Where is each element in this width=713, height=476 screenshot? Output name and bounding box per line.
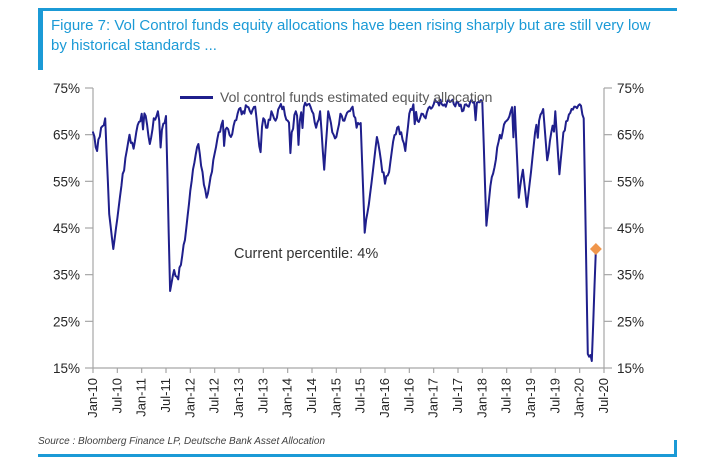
y-tick-label-left: 45% xyxy=(53,221,80,236)
x-tick-label: Jan-15 xyxy=(328,378,343,418)
y-tick-label-right: 35% xyxy=(617,268,644,283)
figure-title: Figure 7: Vol Control funds equity alloc… xyxy=(51,17,651,54)
y-tick-label-right: 45% xyxy=(617,221,644,236)
latest-point-marker xyxy=(589,243,602,255)
x-tick-label: Jan-17 xyxy=(426,378,441,418)
y-tick-label-left: 75% xyxy=(53,81,80,96)
x-tick-label: Jan-13 xyxy=(231,378,246,418)
y-tick-label-left: 25% xyxy=(53,314,80,329)
x-tick-label: Jul-11 xyxy=(158,378,173,412)
x-tick-label: Jul-15 xyxy=(353,378,368,413)
x-tick-label: Jul-18 xyxy=(499,378,514,413)
x-tick-label: Jul-14 xyxy=(304,378,319,413)
y-tick-label-right: 65% xyxy=(617,128,644,143)
top-rule xyxy=(38,8,677,11)
current-percentile-annotation: Current percentile: 4% xyxy=(234,246,379,262)
x-tick-label: Jan-12 xyxy=(182,378,197,418)
x-tick-label: Jul-13 xyxy=(255,378,270,413)
x-tick-label: Jul-16 xyxy=(401,378,416,413)
y-tick-label-left: 15% xyxy=(53,361,80,376)
x-tick-label: Jan-10 xyxy=(85,378,100,418)
x-tick-label: Jan-18 xyxy=(474,378,489,418)
title-accent-bar xyxy=(38,8,43,70)
y-tick-label-right: 25% xyxy=(617,314,644,329)
x-tick-label: Jul-12 xyxy=(207,378,222,413)
y-tick-label-left: 35% xyxy=(53,268,80,283)
axes xyxy=(92,88,605,369)
y-tick-label-right: 15% xyxy=(617,361,644,376)
chart-legend: Vol control funds estimated equity alloc… xyxy=(180,89,492,105)
x-tick-label: Jul-17 xyxy=(450,378,465,413)
y-axis-labels: 75% 75% 65% 65% 55% 55% 45% 45% 35% 35% 25% 25% 15% 1… xyxy=(53,81,644,376)
x-tick-label: Jul-10 xyxy=(109,378,124,413)
x-tick-label: Jul-19 xyxy=(547,378,562,413)
legend-line-swatch xyxy=(180,95,213,99)
x-axis-labels: Jan-10 Jul-10 Jan-11 Jul-11 Jan-12 Jul-12 Jan-… xyxy=(85,368,611,418)
x-tick-label: Jan-20 xyxy=(572,378,587,418)
x-tick-label: Jan-16 xyxy=(377,378,392,418)
y-tick-label-left: 65% xyxy=(53,128,80,143)
bottom-rule xyxy=(38,454,677,457)
series-line xyxy=(92,98,597,362)
y-tick-label-right: 55% xyxy=(617,174,644,189)
y-tick-label-right: 75% xyxy=(617,81,644,96)
bottom-right-bracket xyxy=(674,440,677,454)
y-tick-label-left: 55% xyxy=(53,174,80,189)
x-tick-label: Jul-20 xyxy=(596,378,611,413)
legend-label: Vol control funds estimated equity alloc… xyxy=(220,89,493,105)
x-tick-label: Jan-19 xyxy=(523,378,538,418)
x-tick-label: Jan-14 xyxy=(280,378,295,418)
source-note: Source : Bloomberg Finance LP, Deutsche … xyxy=(38,436,326,447)
x-tick-label: Jan-11 xyxy=(134,378,149,417)
